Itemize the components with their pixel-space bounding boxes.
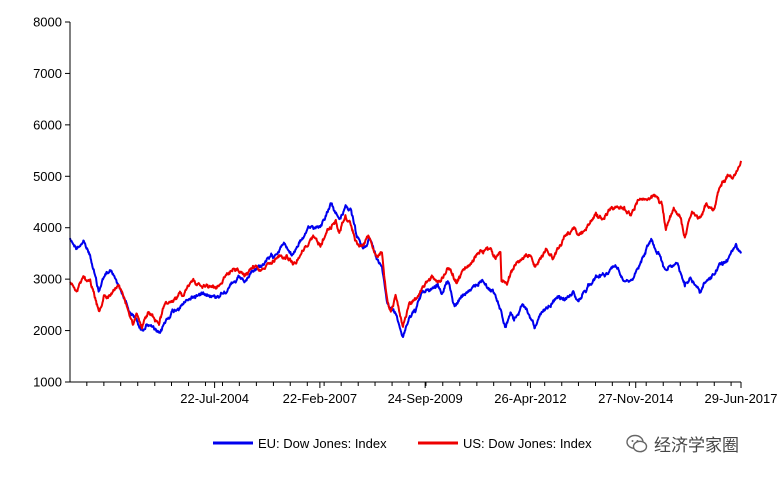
series-line-us xyxy=(69,160,742,330)
x-tick-label: 22-Jul-2004 xyxy=(180,391,249,406)
y-tick-label: 5000 xyxy=(33,169,62,184)
series-layer xyxy=(69,160,742,339)
y-tick-label: 2000 xyxy=(33,323,62,338)
y-tick-label: 1000 xyxy=(33,375,62,390)
watermark-text: 经济学家圈 xyxy=(654,436,739,456)
x-tick-label: 22-Feb-2007 xyxy=(283,391,357,406)
y-axis-ticks: 1000 2000 3000 4000 5000 6000 7000 8000 xyxy=(33,15,70,390)
x-axis-ticks: 22-Jul-2004 22-Feb-2007 24-Sep-2009 26-Apr-… xyxy=(86,382,778,406)
watermark: 经济学家圈 xyxy=(626,431,739,456)
wechat-icon xyxy=(626,434,648,452)
y-tick-label: 3000 xyxy=(33,272,62,287)
y-tick-label: 7000 xyxy=(33,66,62,81)
x-tick-label: 26-Apr-2012 xyxy=(494,391,566,406)
x-tick-label: 29-Jun-2017 xyxy=(705,391,778,406)
x-tick-label: 24-Sep-2009 xyxy=(388,391,463,406)
series-line-eu xyxy=(69,202,742,339)
y-tick-label: 6000 xyxy=(33,117,62,132)
legend-label-us: US: Dow Jones: Index xyxy=(463,436,592,451)
x-tick-label: 27-Nov-2014 xyxy=(598,391,673,406)
legend-label-eu: EU: Dow Jones: Index xyxy=(258,436,387,451)
legend: EU: Dow Jones: Index US: Dow Jones: Inde… xyxy=(213,436,592,451)
y-tick-label: 4000 xyxy=(33,220,62,235)
y-tick-label: 8000 xyxy=(33,15,62,30)
